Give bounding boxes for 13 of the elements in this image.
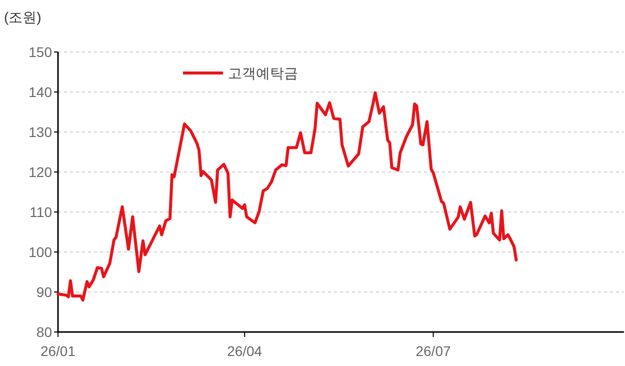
ytick: 140 xyxy=(28,84,52,100)
ytick: 80 xyxy=(36,324,52,340)
ytick: 130 xyxy=(28,124,52,140)
legend-label: 고객예탁금 xyxy=(228,65,298,81)
ylabel: (조원) xyxy=(4,9,42,25)
ytick: 90 xyxy=(36,284,52,300)
ytick: 100 xyxy=(28,244,52,260)
xtick: 26/04 xyxy=(227,343,262,359)
ytick: 120 xyxy=(28,164,52,180)
xtick: 26/01 xyxy=(40,343,76,359)
xtick: 26/07 xyxy=(416,343,451,359)
ytick: 110 xyxy=(30,204,52,220)
ytick: 150 xyxy=(28,44,52,60)
